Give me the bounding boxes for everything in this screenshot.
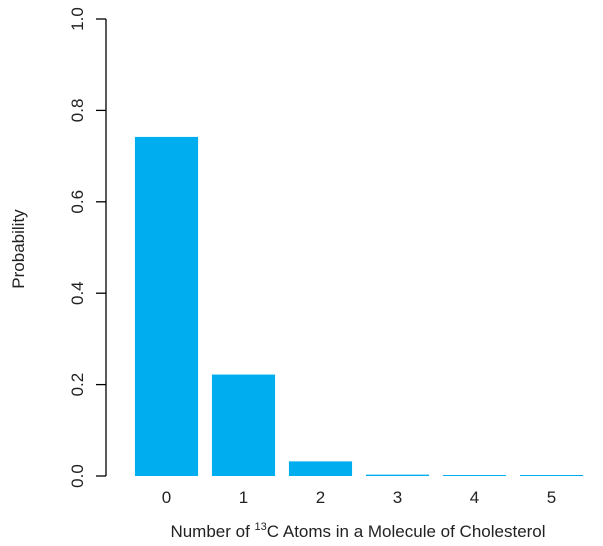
y-tick-label: 0.0 xyxy=(68,464,87,488)
x-tick-label-4: 4 xyxy=(470,488,479,507)
bar-5 xyxy=(519,475,584,476)
y-axis-title: Probability xyxy=(9,209,28,289)
x-axis-title-suffix: C Atoms in a Molecule of Cholesterol xyxy=(267,522,546,541)
bar-0 xyxy=(134,136,199,476)
y-tick-label: 0.8 xyxy=(68,99,87,123)
x-tick-label-3: 3 xyxy=(393,488,402,507)
bar-1 xyxy=(211,374,276,476)
x-tick-label-0: 0 xyxy=(162,488,171,507)
x-tick-label-2: 2 xyxy=(316,488,325,507)
x-axis-title-prefix: Number of xyxy=(170,522,254,541)
x-tick-labels: 0 1 2 3 4 5 xyxy=(162,488,556,507)
y-tick-label: 0.6 xyxy=(68,190,87,214)
x-tick-label-5: 5 xyxy=(547,488,556,507)
bars-group xyxy=(134,136,584,476)
x-axis-title: Number of 13C Atoms in a Molecule of Cho… xyxy=(170,521,545,541)
y-tick-label: 1.0 xyxy=(68,7,87,31)
y-tick-label: 0.2 xyxy=(68,373,87,397)
x-tick-label-1: 1 xyxy=(239,488,248,507)
bar-3 xyxy=(365,474,430,476)
bar-2 xyxy=(288,461,353,476)
bar-4 xyxy=(442,475,507,476)
y-axis: 0.0 0.2 0.4 0.6 0.8 1.0 xyxy=(68,7,107,488)
x-axis-title-superscript: 13 xyxy=(255,521,267,533)
y-tick-label: 0.4 xyxy=(68,281,87,305)
